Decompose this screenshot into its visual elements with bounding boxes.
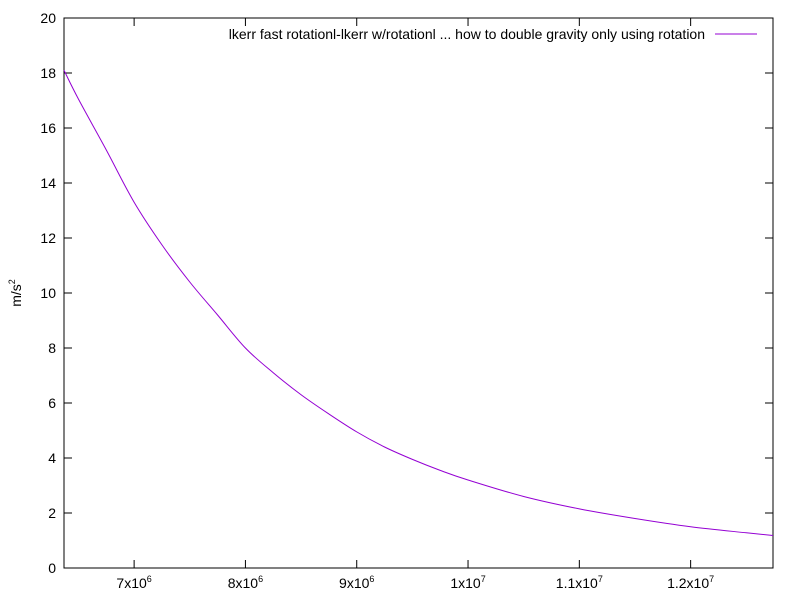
series-layer [63, 70, 774, 537]
x-tick-label: 1.2x107 [667, 574, 714, 591]
y-axis-ticks: 0 2 4 6 8 10 12 14 16 18 20 [40, 10, 773, 576]
y-tick-label: 6 [48, 395, 56, 411]
y-tick-label: 18 [40, 65, 56, 81]
y-tick-label: 2 [48, 505, 56, 521]
plot-frame [63, 17, 774, 569]
y-tick-label: 8 [48, 340, 56, 356]
y-axis-label: m/s2 [7, 279, 24, 307]
x-tick-label: 8x106 [228, 574, 263, 591]
y-tick-label: 10 [40, 285, 56, 301]
y-tick-label: 20 [40, 10, 56, 26]
legend: lkerr fast rotationl-lkerr w/rotationl .… [229, 26, 757, 42]
y-tick-label: 0 [48, 560, 56, 576]
legend-label: lkerr fast rotationl-lkerr w/rotationl .… [229, 26, 705, 42]
x-axis-ticks: 7x106 8x106 9x106 1x107 1.1x107 1.2x107 [116, 18, 714, 591]
y-tick-label: 4 [48, 450, 56, 466]
x-tick-label: 9x106 [339, 574, 374, 591]
y-tick-label: 14 [40, 175, 56, 191]
y-tick-label: 12 [40, 230, 56, 246]
x-tick-label: 7x106 [116, 574, 151, 591]
series-line [63, 70, 774, 537]
y-tick-label: 16 [40, 120, 56, 136]
x-tick-label: 1.1x107 [556, 574, 603, 591]
x-tick-label: 1x107 [450, 574, 485, 591]
